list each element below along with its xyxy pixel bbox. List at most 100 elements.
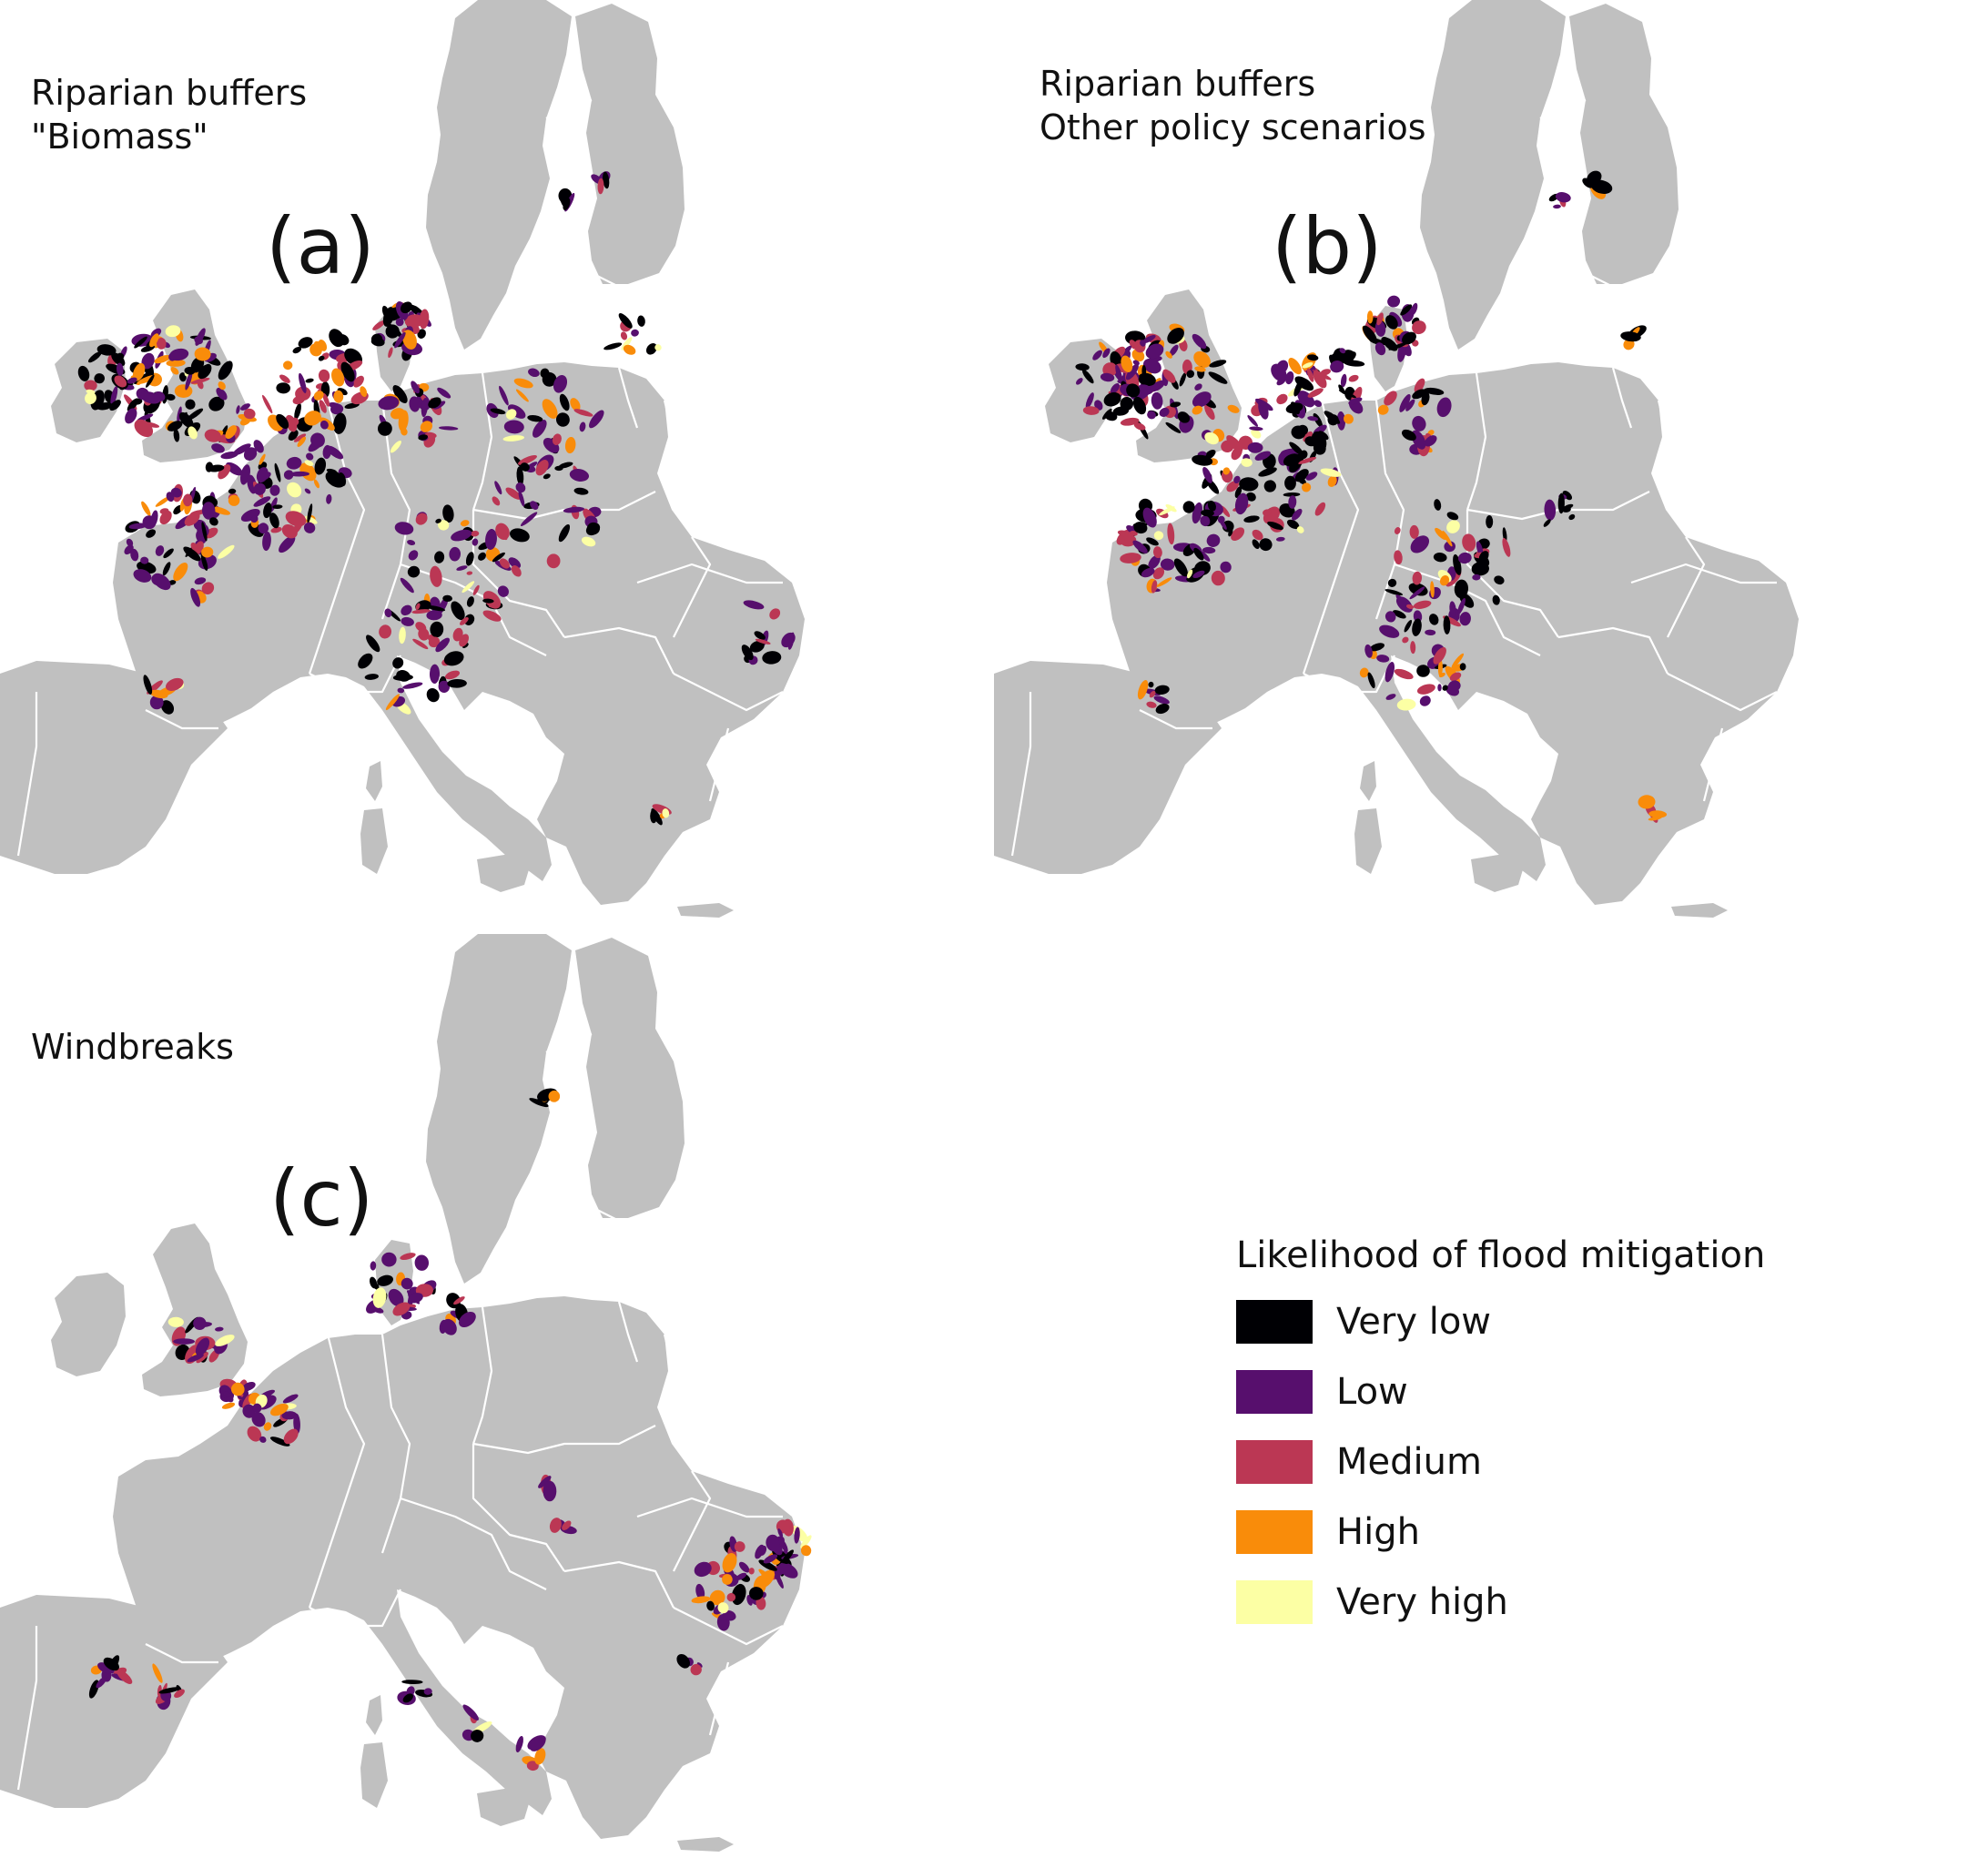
- likelihood-patch: [603, 171, 610, 189]
- likelihood-patch: [331, 368, 345, 387]
- likelihood-patch: [299, 462, 317, 482]
- likelihood-patch: [1124, 533, 1134, 546]
- country-border: [309, 655, 401, 694]
- likelihood-patch: [428, 636, 441, 648]
- legend-item-medium: Medium: [1236, 1440, 1765, 1484]
- likelihood-patch: [1492, 594, 1500, 605]
- likelihood-patch: [1082, 406, 1100, 415]
- likelihood-patch: [304, 460, 314, 466]
- likelihood-patch: [406, 1686, 415, 1697]
- country-border: [1630, 563, 1777, 584]
- likelihood-patch: [749, 1587, 764, 1600]
- likelihood-patch: [282, 1394, 299, 1404]
- likelihood-patch: [428, 397, 441, 409]
- country-border: [617, 367, 639, 429]
- likelihood-patch: [527, 414, 543, 422]
- likelihood-patch: [472, 584, 480, 595]
- likelihood-patch: [1137, 372, 1156, 386]
- likelihood-patch: [158, 1687, 180, 1694]
- land-shape: [426, 934, 572, 1284]
- likelihood-patch: [1384, 611, 1396, 623]
- likelihood-patch: [559, 393, 570, 411]
- likelihood-patch: [446, 1293, 461, 1309]
- likelihood-patch: [240, 403, 250, 411]
- likelihood-patch: [1142, 507, 1157, 528]
- likelihood-patch: [388, 1288, 404, 1307]
- likelihood-patch: [420, 421, 433, 432]
- country-border: [145, 1643, 218, 1664]
- likelihood-patch: [1327, 414, 1339, 426]
- likelihood-patch: [520, 512, 538, 527]
- likelihood-patch: [438, 680, 451, 693]
- europe-map-a: [0, 0, 805, 918]
- likelihood-patch: [1245, 492, 1256, 502]
- likelihood-patch: [197, 380, 204, 390]
- likelihood-patch: [310, 432, 325, 448]
- likelihood-patch: [218, 360, 233, 381]
- likelihood-patch: [419, 309, 430, 330]
- likelihood-patch: [288, 430, 299, 441]
- likelihood-patch: [589, 410, 604, 429]
- likelihood-patch: [508, 557, 522, 569]
- likelihood-patch: [437, 387, 451, 399]
- likelihood-patch: [370, 337, 385, 347]
- likelihood-patch: [515, 1736, 523, 1752]
- likelihood-patch: [1385, 315, 1398, 330]
- land-shape: [142, 1223, 248, 1396]
- likelihood-patch: [1192, 405, 1203, 415]
- land-shape: [360, 1695, 388, 1808]
- likelihood-patch: [1206, 533, 1221, 547]
- likelihood-patch: [1170, 401, 1182, 408]
- likelihood-patch: [85, 391, 96, 404]
- likelihood-patch: [1394, 527, 1401, 534]
- likelihood-patch: [152, 1663, 163, 1683]
- likelihood-patch: [170, 367, 179, 375]
- likelihood-patch: [505, 487, 522, 500]
- likelihood-patch: [1133, 522, 1148, 534]
- likelihood-patch: [438, 520, 450, 531]
- likelihood-patch: [141, 352, 155, 370]
- likelihood-patch: [377, 1274, 393, 1286]
- country-border: [16, 692, 38, 857]
- land-shape: [1471, 854, 1524, 892]
- likelihood-patch: [1173, 558, 1188, 577]
- legend-swatch: [1236, 1370, 1313, 1414]
- likelihood-patch: [528, 368, 540, 378]
- likelihood-patch: [1436, 397, 1452, 418]
- likelihood-patch: [1294, 469, 1309, 482]
- likelihood-patch: [1085, 392, 1094, 409]
- likelihood-patch: [447, 678, 467, 688]
- likelihood-patch: [1192, 333, 1207, 350]
- legend-swatch: [1236, 1440, 1313, 1484]
- likelihood-patch: [209, 517, 218, 526]
- map-title-line1: Windbreaks: [31, 1027, 234, 1067]
- likelihood-patch: [794, 1527, 800, 1544]
- land-shape: [1107, 362, 1799, 905]
- land-shape: [1569, 4, 1679, 284]
- likelihood-patch: [195, 1337, 210, 1356]
- land-shape: [0, 661, 228, 874]
- likelihood-patch: [215, 1335, 235, 1346]
- likelihood-patch: [353, 375, 364, 388]
- likelihood-patch: [166, 393, 176, 401]
- likelihood-patch: [1444, 541, 1456, 553]
- likelihood-patch: [690, 1663, 702, 1676]
- country-border: [1611, 367, 1633, 429]
- likelihood-patch: [460, 520, 470, 527]
- likelihood-patch: [1186, 370, 1195, 379]
- land-shape: [994, 661, 1222, 874]
- likelihood-patch: [1416, 684, 1435, 695]
- legend-item-very-high: Very high: [1236, 1580, 1765, 1624]
- likelihood-patch: [717, 1602, 729, 1614]
- likelihood-patch: [1126, 383, 1141, 398]
- likelihood-patch: [1330, 360, 1344, 373]
- likelihood-patch: [1267, 521, 1283, 531]
- likelihood-patch: [518, 455, 537, 465]
- likelihood-patch: [723, 1609, 736, 1621]
- likelihood-patch: [1121, 355, 1133, 373]
- country-border: [673, 1470, 712, 1572]
- likelihood-patch: [418, 434, 429, 441]
- legend-title: Likelihood of flood mitigation: [1236, 1234, 1766, 1276]
- likelihood-patch: [516, 466, 524, 486]
- legend-item-very-low: Very low: [1236, 1300, 1765, 1344]
